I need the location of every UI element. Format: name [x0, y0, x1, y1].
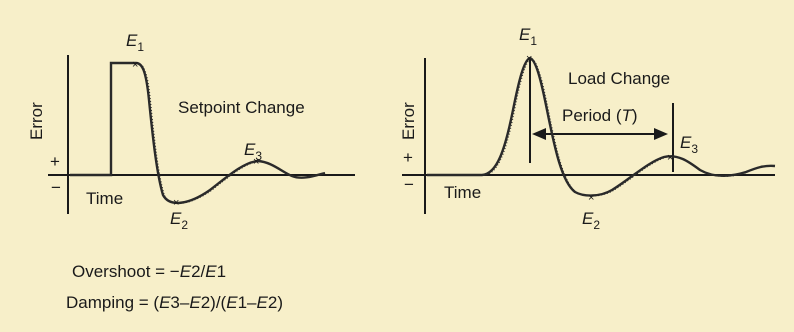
left-peak-marker-3: ×	[253, 156, 259, 168]
period-arrowhead-right	[654, 128, 668, 140]
left-peak-marker-2: ×	[173, 197, 179, 209]
left-y-axis-label: Error	[27, 102, 46, 140]
left-peak-label-e2: E2	[170, 209, 188, 232]
left-minus-sign: −	[51, 178, 61, 197]
right-peak-label-e3: E3	[680, 133, 698, 156]
right-peak-marker-3: ×	[667, 152, 673, 164]
right-annotation: Load Change	[568, 69, 670, 88]
left-plus-sign: +	[50, 152, 60, 171]
right-panel: Error + − Time Load Change Period (T) × …	[399, 25, 776, 232]
right-x-axis-label: Time	[444, 183, 481, 202]
left-response-texture	[137, 63, 294, 204]
period-label: Period (T)	[562, 106, 638, 125]
right-peak-marker-2: ×	[588, 192, 594, 204]
damping-formula: Damping = (E3–E2)/(E1–E2)	[66, 293, 283, 312]
right-minus-sign: −	[404, 175, 414, 194]
overshoot-formula: Overshoot = −E2/E1	[72, 262, 227, 281]
right-peak-label-e2: E2	[582, 209, 600, 232]
left-panel: Error + − Time Setpoint Change × × × E1 …	[27, 31, 355, 232]
left-response-curve	[70, 61, 326, 205]
left-x-axis-label: Time	[86, 189, 123, 208]
left-annotation: Setpoint Change	[178, 98, 305, 117]
left-peak-label-e3: E3	[244, 140, 262, 163]
right-peak-label-e1: E1	[519, 25, 537, 48]
period-arrowhead-left	[532, 128, 546, 140]
left-peak-marker-1: ×	[132, 59, 138, 71]
right-plus-sign: +	[403, 148, 413, 167]
left-peak-label-e1: E1	[126, 31, 144, 54]
right-y-axis-label: Error	[399, 102, 418, 140]
right-peak-marker-1: ×	[526, 53, 532, 65]
